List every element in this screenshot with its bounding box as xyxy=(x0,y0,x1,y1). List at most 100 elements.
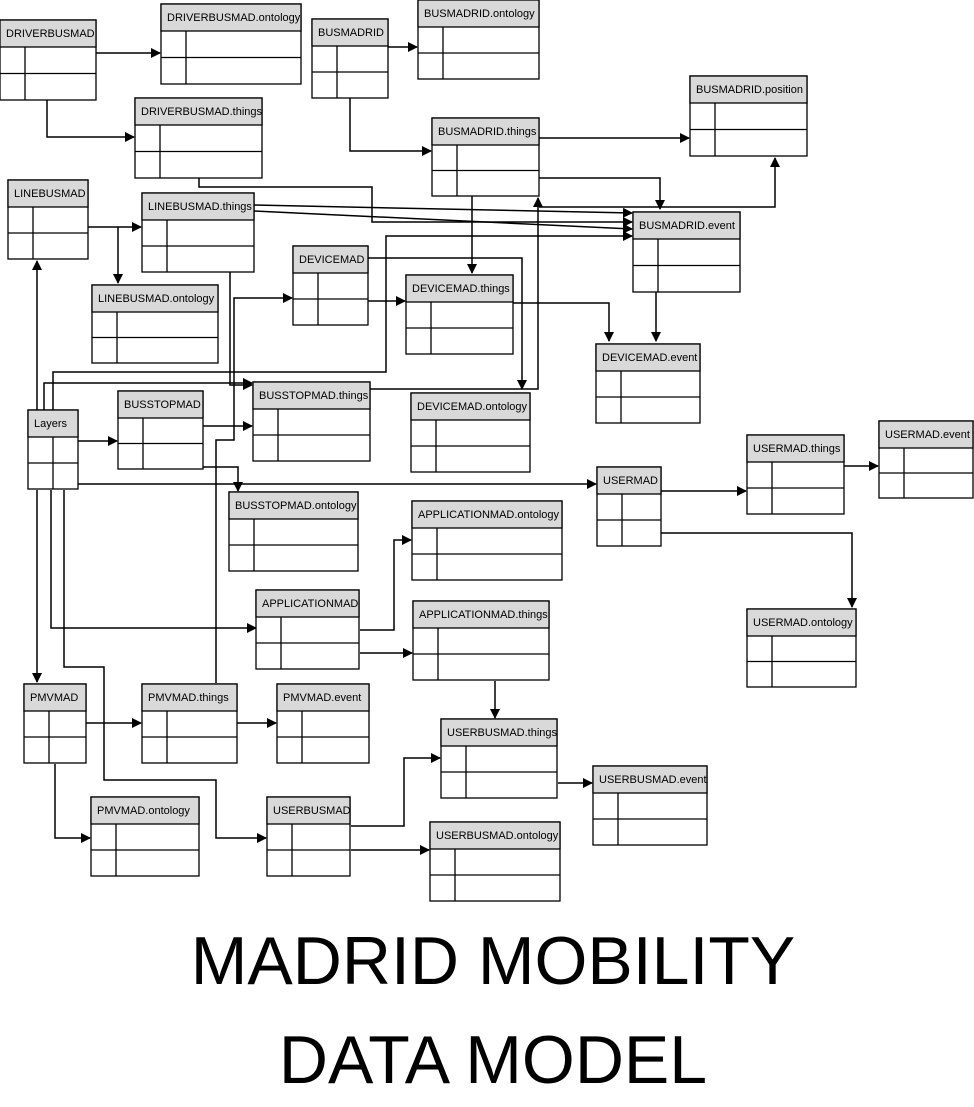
connector xyxy=(351,753,441,827)
table-header xyxy=(0,19,97,48)
table-title: BUSSTOPMAD.things xyxy=(259,390,369,402)
table-title: DRIVERBUSMAD xyxy=(6,28,95,40)
connector xyxy=(661,532,857,608)
table-header xyxy=(431,117,540,146)
table-title: APPLICATIONMAD xyxy=(262,598,358,610)
table-header xyxy=(410,392,531,421)
table-header xyxy=(91,284,219,313)
table-busstopmad-ontology: BUSSTOPMAD.ontology xyxy=(228,491,359,572)
connector xyxy=(198,178,633,227)
table-applicationmad: APPLICATIONMAD xyxy=(255,589,360,670)
connector xyxy=(539,177,665,210)
table-devicemad: DEVICEMAD xyxy=(292,245,369,326)
table-title: BUSSTOPMAD.ontology xyxy=(235,500,357,512)
table-title: DEVICEMAD xyxy=(299,254,364,266)
table-devicemad-event: DEVICEMAD.event xyxy=(595,343,701,424)
table-title: PMVMAD.ontology xyxy=(97,805,190,817)
table-title: BUSMADRID.event xyxy=(639,220,735,232)
table-title: BUSSTOPMAD xyxy=(124,399,201,411)
table-busmadrid-ontology: BUSMADRID.ontology xyxy=(417,0,540,80)
table-header xyxy=(412,600,550,629)
connector xyxy=(63,490,267,843)
table-userbusmad: USERBUSMAD xyxy=(266,796,351,877)
table-busstopmad-things: BUSSTOPMAD.things xyxy=(252,381,371,462)
table-header xyxy=(276,683,370,712)
table-header xyxy=(90,796,200,825)
connector xyxy=(50,490,257,633)
table-header xyxy=(440,718,558,747)
table-driverbusmad-ontology: DRIVERBUSMAD.ontology xyxy=(160,3,302,85)
table-linebusmad: LINEBUSMAD xyxy=(7,179,89,260)
table-title: DRIVERBUSMAD.things xyxy=(141,106,263,118)
table-busmadrid-things: BUSMADRID.things xyxy=(431,117,540,197)
connector xyxy=(215,293,293,683)
table-title: Layers xyxy=(34,418,68,430)
table-header xyxy=(311,18,389,47)
connector xyxy=(368,257,527,390)
connector xyxy=(370,197,543,390)
table-header xyxy=(746,608,857,637)
connector xyxy=(229,272,253,390)
table-header xyxy=(292,245,369,274)
table-devicemad-ontology: DEVICEMAD.ontology xyxy=(410,392,531,473)
connector xyxy=(43,378,253,410)
table-header xyxy=(141,683,238,712)
table-header xyxy=(592,765,708,794)
table-usermad-event: USERMAD.event xyxy=(878,420,974,499)
table-title: APPLICATIONMAD.ontology xyxy=(418,509,560,521)
table-header xyxy=(160,3,302,32)
table-applicationmad-ontology: APPLICATIONMAD.ontology xyxy=(411,500,563,581)
connector xyxy=(539,157,780,208)
table-pmvmad: PMVMAD xyxy=(23,683,87,764)
connector xyxy=(46,100,135,142)
table-driverbusmad-things: DRIVERBUSMAD.things xyxy=(134,97,263,179)
table-title: USERBUSMAD xyxy=(273,805,351,817)
table-title: USERBUSMAD.event xyxy=(599,774,707,786)
table-usermad: USERMAD xyxy=(596,466,662,547)
table-header xyxy=(266,796,351,825)
table-title: USERBUSMAD.things xyxy=(447,727,558,739)
table-header xyxy=(878,420,974,449)
table-title: PMVMAD.event xyxy=(283,692,361,704)
table-title: DEVICEMAD.things xyxy=(412,283,510,295)
table-title: DEVICEMAD.ontology xyxy=(417,401,528,413)
table-pmvmad-event: PMVMAD.event xyxy=(276,683,370,764)
table-title: LINEBUSMAD.ontology xyxy=(98,293,215,305)
table-title: DRIVERBUSMAD.ontology xyxy=(167,12,301,24)
connector xyxy=(253,204,633,218)
table-header xyxy=(596,466,662,495)
table-header xyxy=(141,192,255,221)
table-busmadrid: BUSMADRID xyxy=(311,18,389,99)
table-header xyxy=(595,343,701,372)
connector xyxy=(54,764,91,843)
table-title: PMVMAD.things xyxy=(148,692,229,704)
table-title: BUSMADRID xyxy=(318,27,384,39)
table-linebusmad-things: LINEBUSMAD.things xyxy=(141,192,255,273)
table-title: USERMAD.ontology xyxy=(753,617,853,629)
table-title: USERMAD.event xyxy=(885,429,970,441)
table-layers: Layers xyxy=(27,409,79,490)
connector xyxy=(349,98,432,156)
table-header xyxy=(746,434,845,463)
table-pmvmad-things: PMVMAD.things xyxy=(141,683,238,764)
table-header xyxy=(417,0,540,28)
table-devicemad-things: DEVICEMAD.things xyxy=(405,274,514,355)
table-driverbusmad: DRIVERBUSMAD xyxy=(0,19,97,101)
table-header xyxy=(411,500,563,529)
table-header xyxy=(134,97,263,126)
title-line-2: DATA MODEL xyxy=(279,1022,707,1098)
table-header xyxy=(252,381,371,410)
table-header xyxy=(429,821,561,850)
connector xyxy=(253,210,633,234)
table-userbusmad-things: USERBUSMAD.things xyxy=(440,718,558,799)
table-title: USERMAD xyxy=(603,475,658,487)
table-busstopmad: BUSSTOPMAD xyxy=(117,390,204,470)
table-title: USERMAD.things xyxy=(753,443,841,455)
table-linebusmad-ontology: LINEBUSMAD.ontology xyxy=(91,284,219,364)
table-title: APPLICATIONMAD.things xyxy=(419,609,548,621)
table-header xyxy=(689,75,808,104)
table-userbusmad-event: USERBUSMAD.event xyxy=(592,765,708,846)
table-header xyxy=(27,409,79,438)
table-header xyxy=(405,274,514,303)
